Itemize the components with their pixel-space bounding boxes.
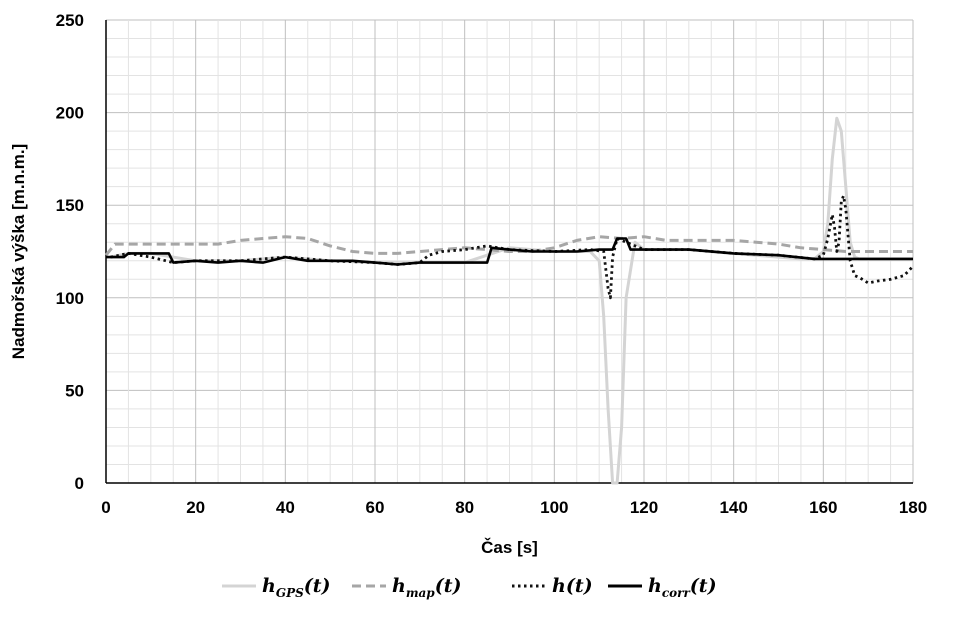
- x-tick-label: 120: [630, 498, 658, 517]
- y-axis-title: Nadmořská výška [m.n.m.]: [9, 144, 28, 359]
- series-lines: [104, 116, 915, 485]
- legend-label-1: hmap(t): [392, 575, 461, 600]
- y-tick-label: 200: [56, 104, 84, 123]
- x-tick-label: 0: [101, 498, 110, 517]
- series-line-2: [110, 194, 915, 300]
- y-tick-label: 0: [75, 474, 84, 493]
- legend: hGPS(t) hmap(t) h(t) hcorr(t): [222, 575, 717, 600]
- y-tick-label: 100: [56, 289, 84, 308]
- series-line-0: [110, 116, 913, 485]
- legend-label-0: hGPS(t): [262, 575, 331, 600]
- x-tick-label: 140: [719, 498, 747, 517]
- x-tick-label: 40: [276, 498, 295, 517]
- x-tick-label: 180: [899, 498, 927, 517]
- x-tick-label: 60: [366, 498, 385, 517]
- x-tick-label: 80: [455, 498, 474, 517]
- x-tick-label: 20: [186, 498, 205, 517]
- x-tick-label: 100: [540, 498, 568, 517]
- axes: [105, 20, 913, 484]
- series-line-3: [106, 237, 913, 266]
- y-tick-label: 50: [65, 381, 84, 400]
- grid: [105, 19, 914, 484]
- x-tick-label: 160: [809, 498, 837, 517]
- x-axis-title: Čas [s]: [481, 538, 538, 557]
- series-line-1: [104, 235, 913, 257]
- y-tick-label: 150: [56, 196, 84, 215]
- y-tick-label: 250: [56, 11, 84, 30]
- tick-labels: 0 20 40 60 80 100 120 140 160 180 0 50 100 150 200 250: [56, 11, 928, 517]
- legend-label-2: h(t): [552, 575, 593, 597]
- legend-label-3: hcorr(t): [648, 575, 717, 600]
